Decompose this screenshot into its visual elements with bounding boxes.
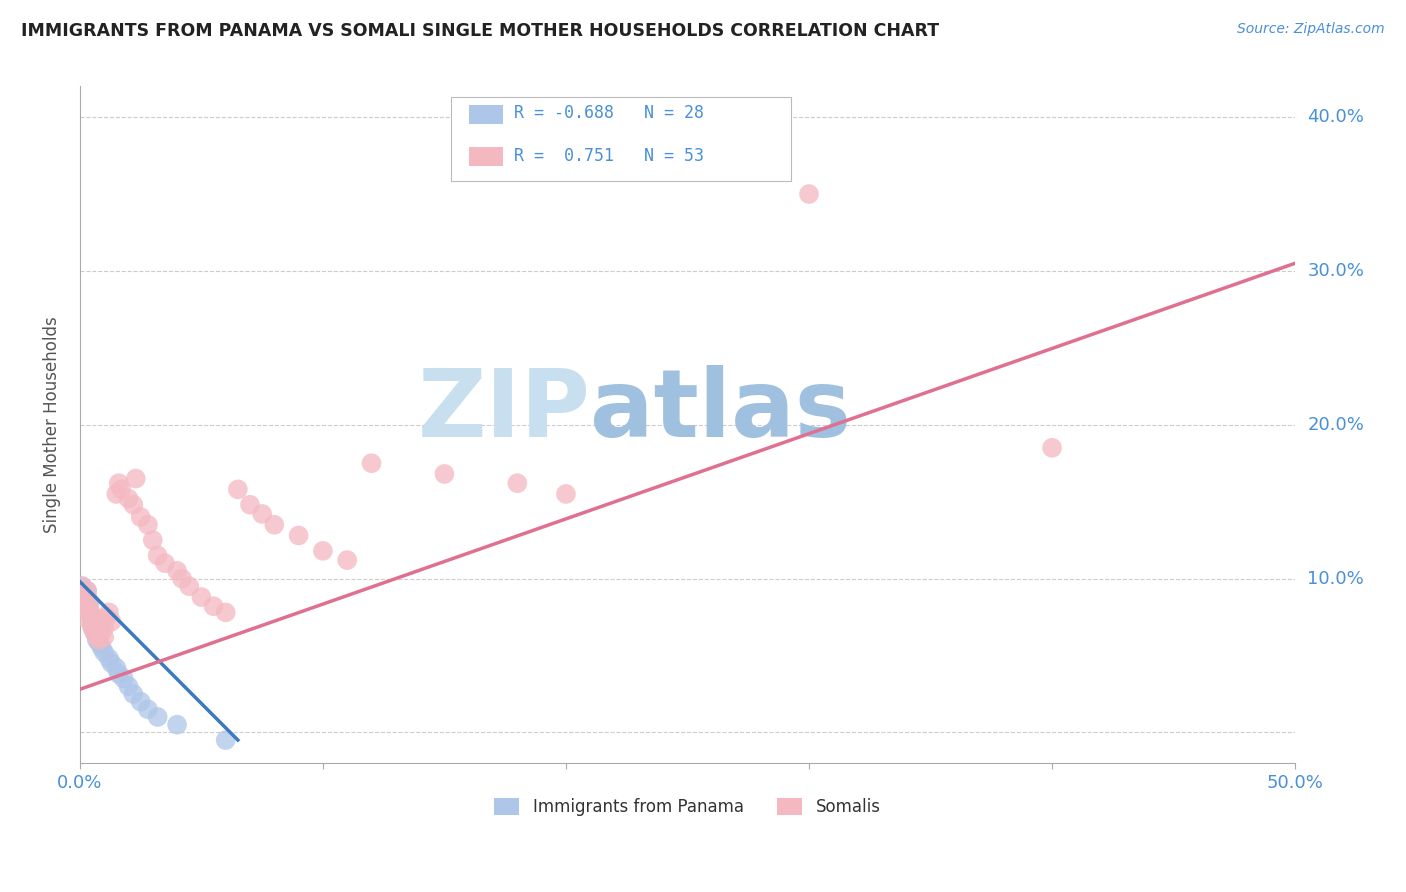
- Point: [72, 579, 94, 593]
- Point: [117, 491, 139, 506]
- Text: Source: ZipAtlas.com: Source: ZipAtlas.com: [1237, 22, 1385, 37]
- Point: [73, 594, 96, 608]
- Point: [142, 533, 165, 547]
- Point: [80, 621, 103, 635]
- Point: [166, 717, 188, 731]
- Point: [129, 510, 152, 524]
- Point: [433, 467, 456, 481]
- Point: [797, 187, 820, 202]
- Point: [79, 606, 101, 620]
- Point: [80, 615, 103, 629]
- Bar: [468, 104, 503, 124]
- Point: [89, 621, 111, 635]
- Text: 30.0%: 30.0%: [1308, 262, 1364, 280]
- Bar: [468, 147, 503, 166]
- Point: [73, 590, 96, 604]
- Point: [122, 498, 145, 512]
- Point: [170, 572, 193, 586]
- Text: IMMIGRANTS FROM PANAMA VS SOMALI SINGLE MOTHER HOUSEHOLDS CORRELATION CHART: IMMIGRANTS FROM PANAMA VS SOMALI SINGLE …: [21, 22, 939, 40]
- Point: [110, 483, 132, 497]
- Point: [153, 556, 176, 570]
- Point: [93, 630, 115, 644]
- Point: [107, 476, 129, 491]
- Point: [93, 645, 115, 659]
- Point: [100, 656, 122, 670]
- Text: R =  0.751   N = 53: R = 0.751 N = 53: [513, 147, 704, 165]
- Point: [136, 702, 159, 716]
- Point: [96, 610, 118, 624]
- Point: [79, 594, 101, 608]
- Point: [117, 679, 139, 693]
- Point: [76, 583, 98, 598]
- Point: [146, 549, 169, 563]
- Point: [336, 553, 359, 567]
- Point: [107, 667, 129, 681]
- Point: [263, 517, 285, 532]
- Point: [112, 672, 135, 686]
- Text: 20.0%: 20.0%: [1308, 416, 1364, 434]
- Text: 40.0%: 40.0%: [1308, 108, 1364, 126]
- Point: [100, 615, 122, 629]
- Point: [122, 687, 145, 701]
- Point: [83, 610, 105, 624]
- Point: [86, 617, 108, 632]
- Point: [105, 661, 128, 675]
- Point: [1040, 441, 1063, 455]
- Point: [250, 507, 273, 521]
- Point: [79, 606, 101, 620]
- Point: [73, 602, 96, 616]
- Point: [79, 599, 101, 614]
- Point: [215, 733, 238, 747]
- Point: [555, 487, 578, 501]
- Point: [80, 610, 103, 624]
- Point: [89, 633, 111, 648]
- Point: [98, 606, 121, 620]
- Point: [239, 498, 262, 512]
- Point: [72, 579, 94, 593]
- Point: [76, 590, 98, 604]
- Point: [76, 583, 98, 598]
- Text: R = -0.688   N = 28: R = -0.688 N = 28: [513, 104, 704, 122]
- Point: [146, 710, 169, 724]
- Point: [83, 621, 105, 635]
- Point: [360, 456, 382, 470]
- Legend: Immigrants from Panama, Somalis: Immigrants from Panama, Somalis: [488, 791, 887, 822]
- Point: [226, 483, 249, 497]
- Y-axis label: Single Mother Households: Single Mother Households: [44, 317, 60, 533]
- Point: [86, 630, 108, 644]
- Point: [166, 564, 188, 578]
- Point: [312, 544, 335, 558]
- Point: [72, 599, 94, 614]
- Point: [90, 640, 112, 655]
- Point: [89, 636, 111, 650]
- Point: [202, 599, 225, 614]
- Text: 10.0%: 10.0%: [1308, 570, 1364, 588]
- Point: [136, 517, 159, 532]
- Text: atlas: atlas: [591, 365, 851, 458]
- Point: [90, 615, 112, 629]
- Point: [83, 625, 105, 640]
- Point: [90, 625, 112, 640]
- Point: [190, 590, 212, 604]
- Point: [129, 695, 152, 709]
- FancyBboxPatch shape: [450, 96, 790, 181]
- Point: [76, 602, 98, 616]
- Point: [287, 528, 309, 542]
- Point: [72, 587, 94, 601]
- Point: [105, 487, 128, 501]
- Point: [73, 610, 96, 624]
- Point: [125, 472, 148, 486]
- Point: [80, 617, 103, 632]
- Point: [179, 579, 201, 593]
- Point: [86, 633, 108, 648]
- Point: [83, 625, 105, 640]
- Point: [93, 621, 115, 635]
- Point: [506, 476, 529, 491]
- Text: ZIP: ZIP: [418, 365, 591, 458]
- Point: [215, 606, 238, 620]
- Point: [98, 651, 121, 665]
